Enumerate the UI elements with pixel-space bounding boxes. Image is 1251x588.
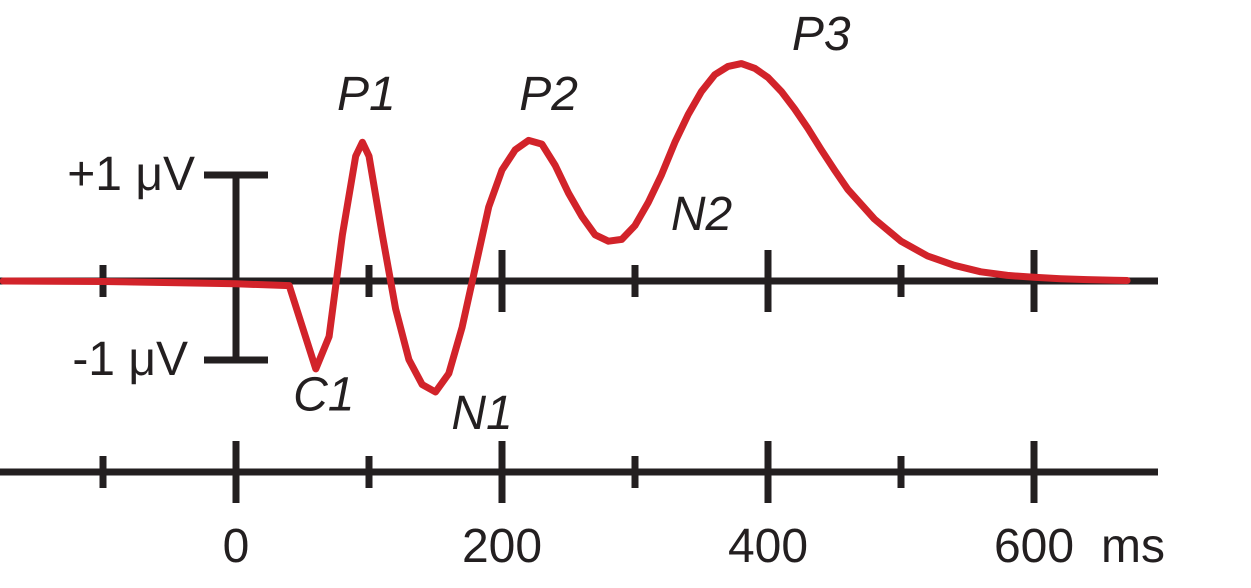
x-tick-label: 0 xyxy=(223,520,250,573)
x-tick-label: 200 xyxy=(462,520,542,573)
lower-axis: 0 200 400 600 ms xyxy=(0,441,1165,573)
lower-axis-ticks xyxy=(99,441,1038,503)
scale-plus-label: +1 μV xyxy=(67,148,195,201)
peak-label-n2: N2 xyxy=(671,188,732,241)
peak-label-n1: N1 xyxy=(451,387,512,440)
peak-label-p3: P3 xyxy=(792,8,851,61)
x-unit-label: ms xyxy=(1101,520,1165,573)
x-tick-labels: 0 200 400 600 xyxy=(223,520,1074,573)
erp-waveform-line xyxy=(0,60,1131,396)
peak-label-p2: P2 xyxy=(519,68,578,121)
x-tick-label: 400 xyxy=(728,520,808,573)
x-tick-label: 600 xyxy=(994,520,1074,573)
peak-label-p1: P1 xyxy=(337,68,396,121)
peak-label-c1: C1 xyxy=(293,369,354,422)
scale-minus-label: -1 μV xyxy=(72,333,188,386)
scale-bar: +1 μV -1 μV xyxy=(67,148,268,386)
peak-labels: C1 P1 N1 P2 N2 P3 xyxy=(293,8,851,440)
